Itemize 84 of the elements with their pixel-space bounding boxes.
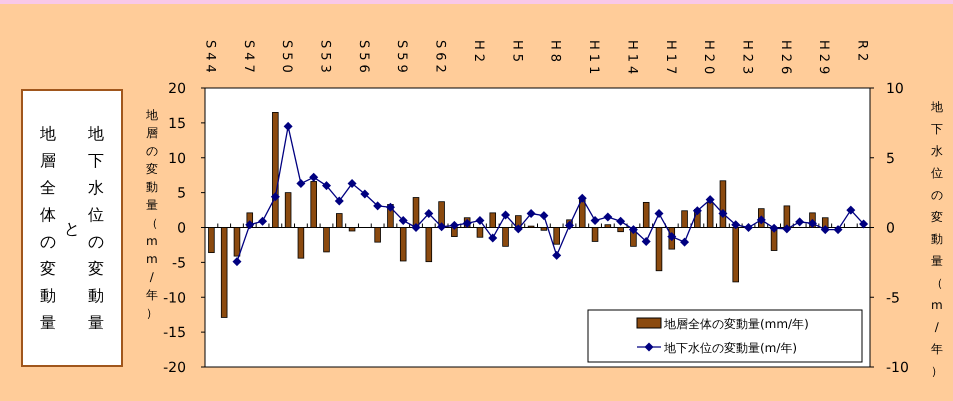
point bbox=[334, 196, 344, 206]
point bbox=[820, 225, 830, 234]
point bbox=[284, 122, 293, 131]
point bbox=[296, 179, 306, 188]
y-tick-label: 20 bbox=[168, 81, 186, 97]
point bbox=[424, 209, 434, 218]
x-tick-label: S44 bbox=[202, 40, 218, 77]
point bbox=[706, 195, 715, 204]
point bbox=[834, 225, 843, 234]
x-tick-label: S59 bbox=[394, 40, 410, 77]
y-tick-label: -15 bbox=[163, 325, 186, 342]
y2-tick-label: 5 bbox=[886, 150, 895, 167]
x-tick-label: H29 bbox=[816, 40, 832, 78]
point bbox=[258, 216, 268, 226]
point bbox=[309, 172, 318, 182]
point bbox=[642, 236, 651, 246]
legend-label: 地層全体の変動量(mm/年) bbox=[663, 317, 809, 331]
y-tick-label: -20 bbox=[163, 360, 186, 376]
point bbox=[348, 179, 357, 188]
point bbox=[744, 223, 754, 232]
point bbox=[770, 224, 779, 233]
point bbox=[398, 216, 408, 226]
point bbox=[628, 225, 638, 234]
y2-tick-label: 0 bbox=[886, 220, 895, 236]
legend-label: 地下水位の変動量(m/年) bbox=[663, 341, 798, 355]
x-tick-label: H26 bbox=[778, 40, 793, 78]
x-tick-label: H14 bbox=[624, 40, 640, 78]
y-axis-title: 地層の変動量（mm/年） bbox=[146, 107, 158, 322]
x-tick-label: S53 bbox=[317, 40, 332, 77]
x-tick-label: H23 bbox=[740, 40, 755, 78]
y2-tick-label: -10 bbox=[886, 360, 909, 376]
point bbox=[526, 209, 536, 218]
x-tick-label: H11 bbox=[586, 40, 602, 78]
y2-tick-label: -5 bbox=[886, 290, 900, 306]
point bbox=[692, 206, 702, 216]
point bbox=[808, 218, 817, 228]
point bbox=[373, 201, 382, 210]
point bbox=[859, 220, 868, 229]
point bbox=[437, 222, 446, 232]
x-tick-label: H5 bbox=[509, 40, 524, 66]
x-tick-label: S50 bbox=[279, 40, 294, 77]
y2-axis-title: 地下水位の変動量（m/年） bbox=[930, 99, 943, 380]
point bbox=[654, 209, 664, 218]
point bbox=[731, 220, 740, 230]
point bbox=[718, 209, 728, 218]
y2-tick-label: 10 bbox=[886, 81, 904, 97]
x-tick-label: H20 bbox=[701, 40, 716, 78]
y-tick-label: 5 bbox=[177, 186, 186, 202]
point bbox=[603, 212, 612, 222]
point bbox=[667, 232, 676, 242]
point bbox=[412, 223, 421, 232]
x-tick-label: R2 bbox=[854, 40, 870, 66]
y-tick-label: 0 bbox=[177, 220, 186, 236]
point bbox=[360, 190, 370, 199]
point bbox=[232, 257, 242, 266]
y-tick-label: -10 bbox=[163, 290, 186, 306]
y-tick-label: 10 bbox=[168, 150, 186, 167]
point bbox=[539, 211, 548, 220]
y-tick-label: -5 bbox=[172, 255, 186, 272]
point bbox=[616, 216, 626, 226]
point bbox=[245, 220, 254, 230]
point bbox=[501, 210, 510, 220]
point bbox=[782, 224, 792, 234]
x-tick-label: H8 bbox=[548, 40, 563, 66]
x-tick-label: S56 bbox=[356, 40, 371, 77]
x-tick-label: H2 bbox=[470, 40, 486, 66]
x-tick-label: S47 bbox=[240, 40, 256, 77]
point bbox=[450, 220, 459, 230]
point bbox=[475, 216, 484, 226]
point bbox=[846, 206, 856, 215]
point bbox=[795, 217, 804, 226]
point bbox=[578, 194, 587, 203]
point bbox=[552, 250, 562, 260]
point bbox=[488, 233, 498, 242]
point bbox=[756, 215, 766, 224]
x-tick-label: S62 bbox=[432, 40, 448, 77]
point bbox=[514, 224, 523, 234]
point bbox=[386, 202, 395, 212]
x-tick-label: H17 bbox=[662, 40, 678, 78]
point bbox=[590, 216, 600, 226]
y-tick-label: 15 bbox=[168, 116, 186, 132]
point bbox=[680, 238, 690, 247]
point bbox=[270, 192, 280, 202]
point bbox=[322, 181, 331, 190]
